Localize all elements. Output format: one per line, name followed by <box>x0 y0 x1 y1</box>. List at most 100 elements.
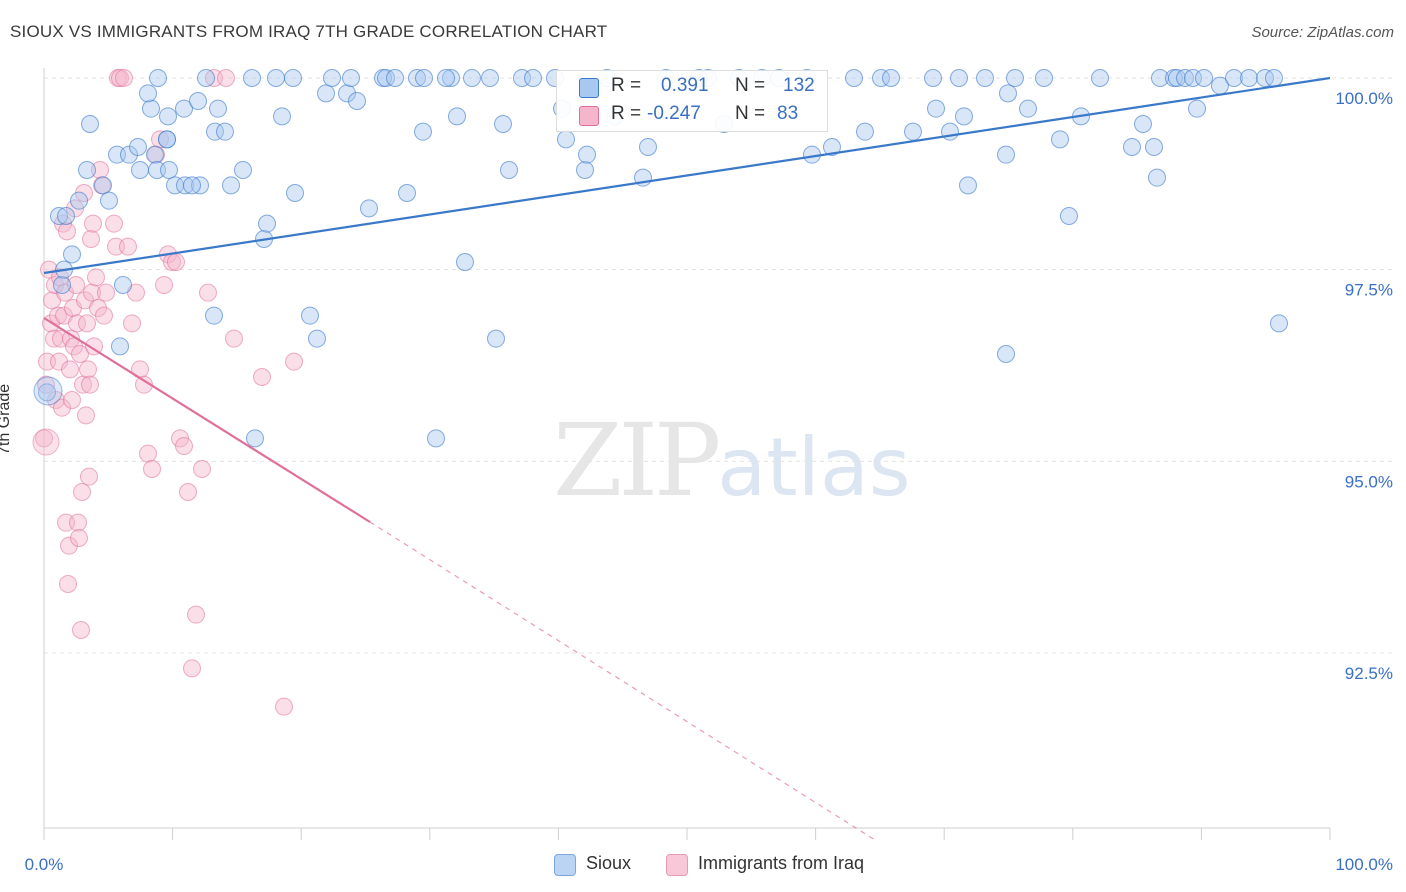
sioux-point <box>157 130 176 149</box>
sioux-point <box>205 122 224 141</box>
sioux-point <box>881 69 900 87</box>
iraq-point <box>32 428 60 456</box>
iraq-point <box>252 368 271 387</box>
iraq-point <box>122 314 141 333</box>
sioux-point <box>347 92 366 111</box>
sioux-point <box>1034 69 1053 87</box>
sioux-point <box>52 276 71 295</box>
y-tick-label: 97.5% <box>1345 281 1393 300</box>
iraq-point <box>90 161 109 180</box>
sioux-point <box>426 429 445 448</box>
sioux-point <box>77 161 96 180</box>
sioux-point <box>221 176 240 195</box>
iraq-point <box>224 329 243 348</box>
iraq-point <box>81 230 100 249</box>
sioux-point <box>272 107 291 126</box>
sioux-point <box>233 161 252 180</box>
sioux-point <box>37 383 56 402</box>
n-value: 83 <box>777 103 799 124</box>
iraq-point <box>59 536 78 555</box>
sioux-point <box>397 184 416 203</box>
iraq-point <box>36 375 55 394</box>
sioux-point <box>130 161 149 180</box>
sioux-point <box>1224 69 1243 87</box>
n-label: N = <box>735 103 766 124</box>
sioux-point <box>462 69 481 87</box>
sioux-point <box>175 176 194 195</box>
sioux-point <box>523 69 542 87</box>
iraq-point <box>79 467 98 486</box>
stats-row-iraq: R = -0.247 N = 83 <box>557 101 827 129</box>
sioux-point <box>871 69 890 87</box>
iraq-point <box>216 69 235 87</box>
sioux-point <box>455 253 474 272</box>
iraq-point <box>86 268 105 287</box>
iraq-point <box>118 237 137 256</box>
sioux-point <box>359 199 378 218</box>
iraq-point <box>96 283 115 302</box>
sioux-point <box>307 329 326 348</box>
y-axis-title: 7th Grade <box>0 383 13 455</box>
sioux-point <box>1090 69 1109 87</box>
sioux-point <box>480 69 499 87</box>
legend-label-sioux: Sioux <box>586 853 632 873</box>
legend: Sioux Immigrants from Iraq <box>0 851 1406 879</box>
chart-title: SIOUX VS IMMIGRANTS FROM IRAQ 7TH GRADE … <box>10 22 608 41</box>
sioux-point <box>62 245 81 264</box>
source-label: Source: ZipAtlas.com <box>1251 24 1394 41</box>
iraq-point <box>69 529 88 548</box>
sioux-point <box>1018 99 1037 118</box>
sioux-point <box>80 115 99 134</box>
sioux-point <box>577 145 596 164</box>
iraq-point <box>70 345 89 364</box>
iraq-point <box>68 513 87 532</box>
iraq-point <box>110 69 129 87</box>
iraq-point <box>138 444 157 463</box>
sioux-point <box>119 145 138 164</box>
sioux-trend-line <box>43 76 1331 275</box>
iraq-point <box>142 460 161 479</box>
iraq-point <box>83 214 102 233</box>
y-tick-label: 92.5% <box>1345 664 1393 683</box>
iraq-point <box>82 283 101 302</box>
sioux-point <box>49 207 68 226</box>
sioux-point <box>903 122 922 141</box>
sioux-point <box>257 214 276 233</box>
sioux-point <box>93 176 112 195</box>
iraq-point <box>57 222 76 241</box>
r-label: R = <box>611 75 642 96</box>
sioux-point <box>341 69 360 87</box>
sioux-point <box>159 161 178 180</box>
legend-swatch-sioux <box>554 854 576 876</box>
sioux-point <box>1264 69 1283 87</box>
sioux-point <box>1194 69 1213 87</box>
sioux-point <box>958 176 977 195</box>
sioux-point <box>266 69 285 87</box>
iraq-point <box>76 406 95 425</box>
iraq-point <box>35 429 53 448</box>
sioux-point <box>188 92 207 111</box>
sioux-point <box>316 84 335 103</box>
stats-row-sioux: R = 0.391 N = 132 <box>557 73 827 101</box>
r-value: -0.247 <box>647 103 701 124</box>
sioux-point <box>998 84 1017 103</box>
sioux-point <box>822 138 841 157</box>
sioux-point <box>499 161 518 180</box>
iraq-point <box>186 605 205 624</box>
sioux-point <box>128 138 147 157</box>
sioux-point <box>575 161 594 180</box>
iraq-trend-extension <box>369 521 876 841</box>
iraq-point <box>84 337 103 356</box>
sioux-point <box>493 115 512 134</box>
sioux-point <box>337 84 356 103</box>
sioux-point <box>283 69 302 87</box>
sioux-point <box>215 122 234 141</box>
sioux-point <box>99 191 118 210</box>
iraq-point <box>78 360 97 379</box>
sioux-point <box>926 99 945 118</box>
iraq-point <box>178 483 197 502</box>
sioux-point <box>855 122 874 141</box>
watermark: ZIPatlas <box>553 402 911 519</box>
sioux-point <box>512 69 531 87</box>
sioux-point <box>447 107 466 126</box>
